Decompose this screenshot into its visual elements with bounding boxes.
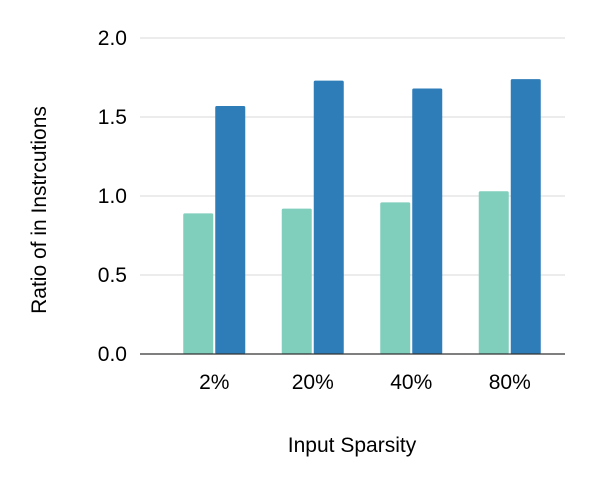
bar-series-2-2pct bbox=[215, 105, 246, 354]
y-tick-label: 2.0 bbox=[98, 27, 127, 50]
bars bbox=[183, 79, 541, 354]
y-tick-label: 0.5 bbox=[98, 264, 127, 287]
bar-series-2-40pct bbox=[412, 88, 443, 354]
bar-series-1-40pct bbox=[380, 202, 411, 354]
x-tick-label: 20% bbox=[292, 371, 334, 394]
y-axis-title: Ratio of in Instrcutions bbox=[28, 106, 51, 314]
y-tick-label: 1.0 bbox=[98, 185, 127, 208]
y-tick-label: 1.5 bbox=[98, 106, 127, 129]
bar-series-2-80pct bbox=[510, 79, 541, 354]
x-axis-title: Input Sparsity bbox=[288, 434, 417, 457]
y-tick-labels: 0.0 0.5 1.0 1.5 2.0 bbox=[98, 27, 127, 366]
x-tick-labels: 2% 20% 40% 80% bbox=[199, 371, 531, 394]
bar-series-1-2pct bbox=[183, 213, 214, 354]
x-tick-label: 40% bbox=[390, 371, 432, 394]
y-tick-label: 0.0 bbox=[98, 343, 127, 366]
bar-series-2-20pct bbox=[313, 80, 344, 354]
bar-series-1-80pct bbox=[478, 191, 509, 354]
x-tick-label: 80% bbox=[489, 371, 531, 394]
x-tick-label: 2% bbox=[199, 371, 229, 394]
bar-series-1-20pct bbox=[281, 208, 312, 354]
